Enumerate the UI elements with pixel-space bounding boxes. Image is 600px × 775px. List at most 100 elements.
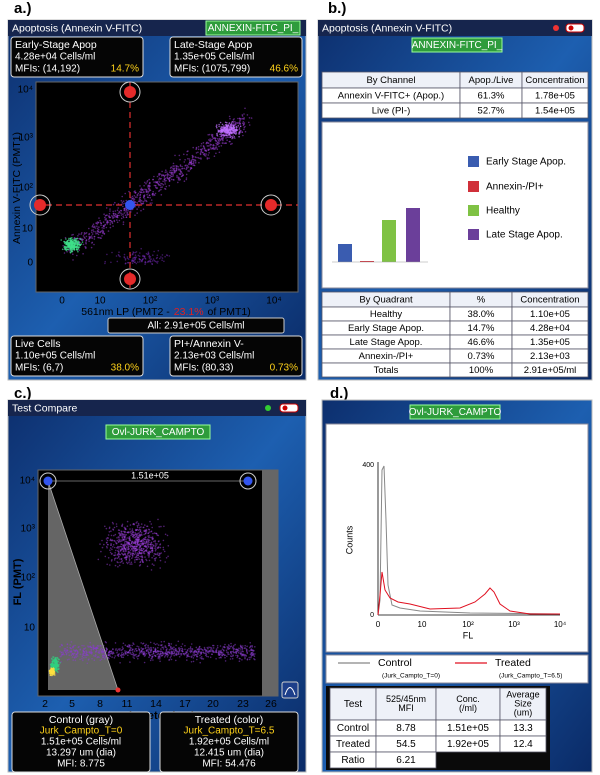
density-dot — [190, 167, 192, 169]
density-dot — [88, 237, 91, 240]
density-dot — [73, 247, 75, 249]
density-dot — [231, 142, 233, 145]
density-dot — [94, 227, 97, 229]
density-dot — [112, 529, 115, 531]
density-dot — [50, 671, 53, 674]
density-dot — [181, 165, 183, 168]
density-dot — [223, 125, 225, 127]
density-dot — [234, 137, 236, 139]
density-dot — [159, 546, 162, 549]
density-dot — [161, 175, 163, 177]
density-dot — [222, 134, 224, 136]
density-dot — [132, 260, 135, 263]
density-dot — [173, 167, 176, 170]
density-dot — [199, 153, 202, 156]
density-dot — [153, 259, 156, 262]
density-dot — [128, 559, 131, 562]
density-dot — [183, 180, 186, 182]
density-dot — [168, 255, 171, 257]
density-dot — [157, 540, 160, 543]
density-dot — [109, 208, 111, 210]
density-dot — [55, 663, 57, 665]
density-dot — [204, 654, 207, 657]
table-header-text: Concentration — [520, 295, 579, 306]
density-dot — [168, 652, 171, 654]
density-dot — [85, 235, 88, 238]
density-dot — [153, 642, 155, 645]
density-dot — [148, 553, 151, 555]
density-dot — [66, 244, 68, 246]
density-dot — [117, 212, 120, 214]
density-dot — [142, 643, 144, 645]
density-dot — [83, 645, 85, 647]
density-dot — [113, 219, 116, 222]
density-dot — [230, 126, 232, 129]
density-dot — [76, 254, 78, 257]
tag-text: Ovl-JURK_CAMPTO — [112, 427, 205, 438]
density-dot — [118, 548, 120, 550]
density-dot — [154, 541, 156, 543]
table-text: Treated — [336, 739, 370, 750]
density-dot — [148, 535, 150, 537]
density-dot — [192, 657, 195, 659]
density-dot — [78, 246, 81, 248]
density-dot — [121, 523, 124, 526]
density-dot — [219, 645, 222, 647]
density-dot — [152, 258, 155, 260]
icon-dot — [265, 405, 271, 411]
density-dot — [233, 132, 236, 135]
density-dot — [200, 653, 202, 656]
label: 1.51e+05 Cells/ml — [41, 737, 121, 748]
density-dot — [71, 656, 74, 658]
density-dot — [216, 126, 218, 129]
density-dot — [132, 542, 135, 544]
density-dot — [105, 214, 107, 217]
density-dot — [96, 649, 98, 652]
density-dot — [151, 543, 154, 546]
density-dot — [69, 644, 71, 646]
density-dot — [61, 644, 63, 647]
density-dot — [135, 549, 137, 552]
density-dot — [100, 222, 102, 225]
density-dot — [148, 556, 150, 558]
header-bar — [8, 400, 306, 416]
density-dot — [153, 193, 155, 196]
density-dot — [58, 658, 60, 661]
density-dot — [183, 167, 186, 170]
density-dot — [134, 535, 137, 538]
density-dot — [158, 181, 161, 183]
density-dot — [113, 559, 116, 561]
density-dot — [125, 211, 127, 213]
density-dot — [181, 643, 184, 645]
density-dot — [243, 113, 245, 115]
label: MFIs: (14,192) — [15, 64, 80, 75]
x-tick-label: 11 — [122, 698, 133, 710]
density-dot — [142, 561, 144, 563]
density-dot — [122, 221, 125, 223]
density-dot — [112, 203, 115, 206]
density-dot — [220, 129, 223, 131]
density-dot — [150, 646, 152, 649]
density-dot — [92, 229, 94, 231]
density-dot — [143, 195, 146, 197]
x-axis-text: 561nm LP (PMT2 - — [81, 306, 170, 318]
density-dot — [133, 536, 135, 539]
density-dot — [172, 175, 174, 177]
density-dot — [96, 232, 99, 235]
x-tick-label: 8 — [97, 698, 103, 710]
density-dot — [138, 546, 141, 549]
density-dot — [159, 658, 161, 660]
density-dot — [193, 164, 196, 167]
density-dot — [190, 661, 193, 663]
density-dot — [217, 139, 220, 141]
density-dot — [97, 645, 100, 647]
density-dot — [144, 258, 147, 260]
density-dot — [120, 653, 123, 655]
density-dot — [235, 127, 238, 129]
density-dot — [140, 526, 142, 528]
density-dot — [136, 196, 138, 198]
density-dot — [218, 654, 221, 656]
density-dot — [157, 534, 160, 537]
panel-label: b.) — [328, 0, 346, 17]
density-dot — [117, 550, 119, 552]
